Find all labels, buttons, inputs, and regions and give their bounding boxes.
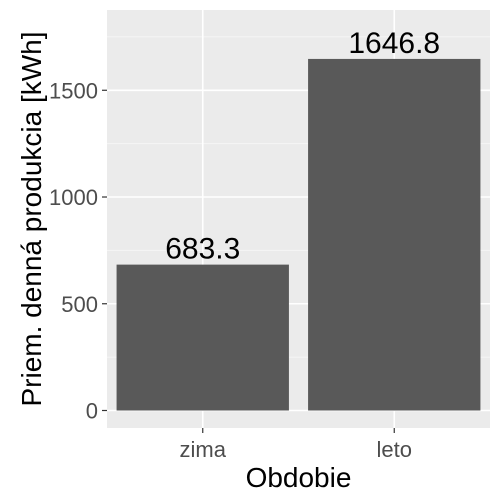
y-tick-label: 500 xyxy=(61,292,98,317)
x-axis-title: Obdobie xyxy=(246,462,352,493)
y-tick-label: 1000 xyxy=(49,185,98,210)
x-tick-label: zima xyxy=(180,437,227,462)
x-tick-label: leto xyxy=(377,437,412,462)
x-axis: zima leto xyxy=(180,428,412,462)
y-axis: 0 500 1000 1500 xyxy=(49,78,107,423)
bars xyxy=(116,58,481,411)
y-tick-label: 0 xyxy=(86,398,98,423)
bar-leto xyxy=(308,58,481,411)
y-tick-label: 1500 xyxy=(49,78,98,103)
bar-zima xyxy=(116,264,289,411)
data-label-zima: 683.3 xyxy=(165,233,240,266)
data-labels: 683.3 1646.8 xyxy=(165,27,440,266)
data-label-leto: 1646.8 xyxy=(348,27,440,60)
y-axis-title: Priem. denná produkcia [kWh] xyxy=(16,31,47,406)
